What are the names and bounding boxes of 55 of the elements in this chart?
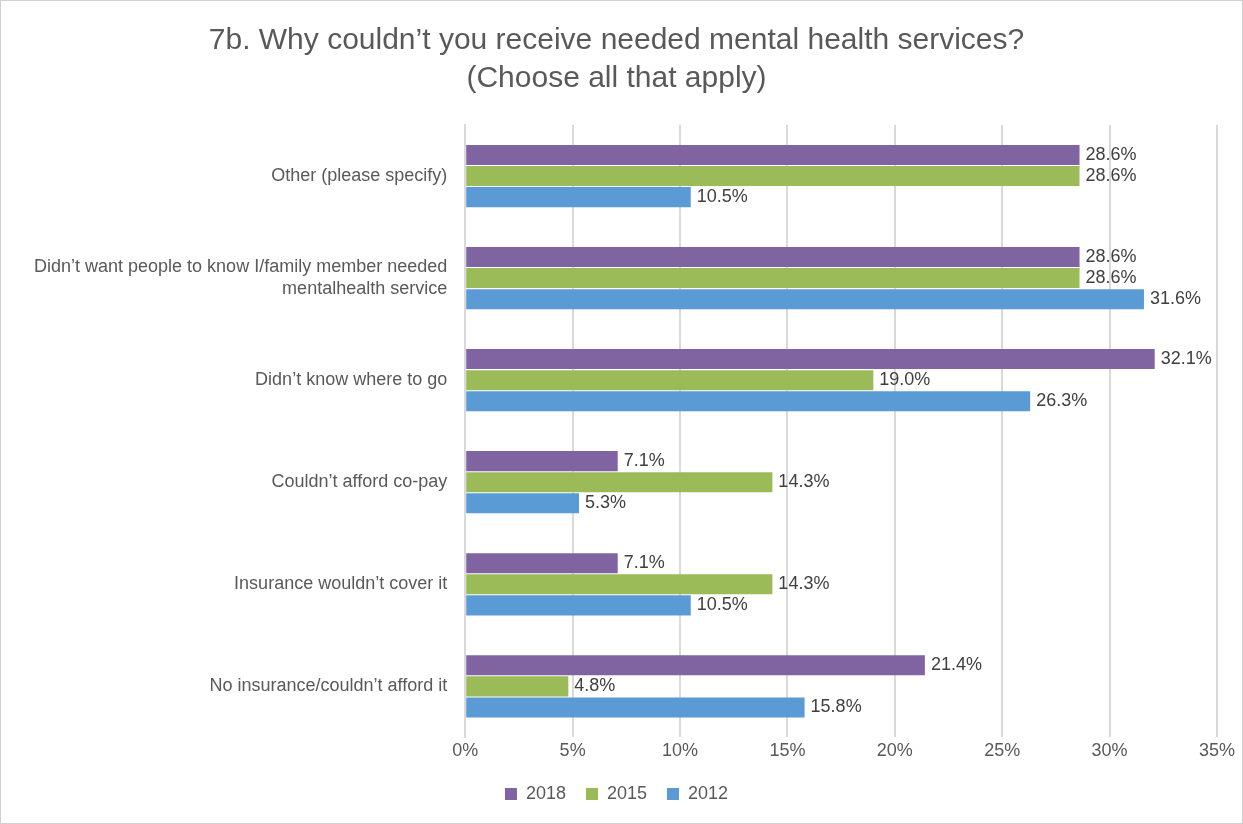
data-label: 31.6% [1149, 288, 1202, 309]
x-tick-label: 0% [452, 740, 479, 761]
y-tick-label: Insurance wouldn’t cover it [234, 573, 448, 594]
data-label: 28.6% [1085, 143, 1137, 164]
chart-subtitle: (Choose all that apply) [466, 60, 767, 94]
x-tick-label: 20% [876, 740, 913, 761]
data-label: 28.6% [1085, 245, 1137, 266]
bar [466, 451, 618, 472]
y-tick-label: Couldn’t afford co-pay [271, 471, 448, 492]
legend-label: 2012 [688, 782, 729, 803]
bar [466, 268, 1080, 289]
bar [466, 655, 925, 676]
y-tick-label: No insurance/couldn’t afford it [209, 675, 448, 696]
data-label: 7.1% [623, 450, 665, 471]
bar [466, 370, 874, 391]
data-label: 10.5% [696, 186, 748, 207]
data-label: 4.8% [574, 675, 616, 696]
data-label: 21.4% [930, 654, 982, 675]
data-label: 5.3% [585, 492, 627, 513]
data-label: 15.8% [810, 696, 862, 717]
bar [466, 289, 1144, 310]
bar [466, 574, 773, 595]
y-tick-label: Didn’t know where to go [255, 369, 448, 390]
data-label: 14.3% [778, 471, 830, 492]
bar [466, 391, 1031, 412]
data-label: 28.6% [1085, 165, 1137, 185]
bar [466, 144, 1080, 165]
bar [466, 553, 618, 574]
x-tick-label: 35% [1198, 740, 1236, 761]
bar [466, 187, 691, 208]
chart-title: 7b. Why couldn’t you receive needed mental health services? [208, 22, 1025, 56]
x-tick-label: 15% [769, 740, 806, 761]
data-label: 26.3% [1036, 390, 1088, 411]
x-tick-label: 5% [559, 740, 586, 761]
data-label: 28.6% [1085, 267, 1137, 288]
bar [466, 676, 569, 697]
data-label: 19.0% [879, 369, 931, 390]
bar [466, 595, 691, 616]
data-label: 32.1% [1160, 348, 1212, 369]
legend-label: 2018 [525, 782, 566, 803]
bar [466, 697, 805, 718]
data-label: 7.1% [623, 552, 665, 573]
bar [466, 246, 1080, 268]
data-label: 10.5% [696, 594, 748, 615]
legend-label: 2015 [606, 782, 648, 803]
y-tick-label: Other (please specify) [271, 165, 448, 185]
y-tick-label: Didn’t want people to know I/family member needed mentalhealth service [34, 256, 448, 298]
x-tick-label: 10% [662, 740, 699, 761]
x-tick-label: 25% [984, 740, 1021, 761]
data-label: 14.3% [778, 573, 830, 594]
bar [466, 166, 1080, 187]
bar [466, 493, 580, 514]
bar [466, 472, 773, 493]
bar [466, 349, 1155, 370]
x-tick-label: 30% [1091, 740, 1128, 761]
